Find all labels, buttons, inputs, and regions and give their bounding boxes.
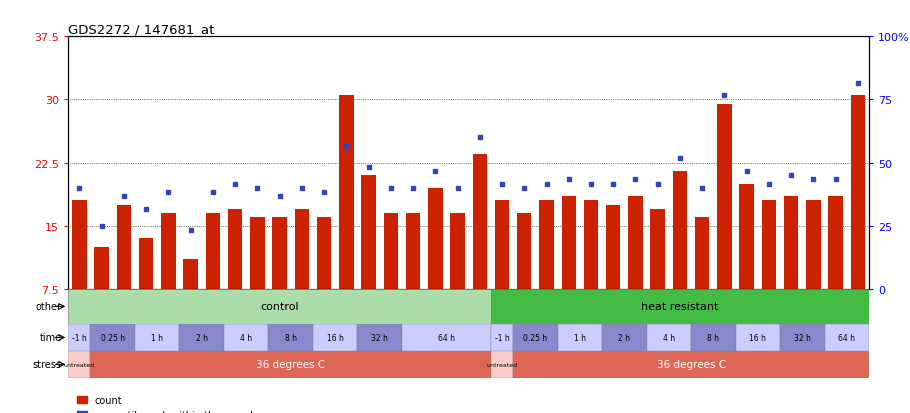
Bar — [851, 96, 865, 289]
Bar — [139, 239, 153, 289]
Bar — [513, 351, 869, 378]
Text: 1 h: 1 h — [574, 333, 586, 342]
Text: 1 h: 1 h — [151, 333, 163, 342]
Text: other: other — [35, 301, 62, 312]
Text: 4 h: 4 h — [662, 333, 675, 342]
Text: 8 h: 8 h — [285, 333, 297, 342]
Text: -1 h: -1 h — [495, 333, 510, 342]
Bar — [68, 289, 490, 324]
Text: untreated: untreated — [487, 362, 518, 367]
Text: 36 degrees C: 36 degrees C — [656, 359, 725, 370]
Bar — [206, 214, 220, 289]
Bar — [450, 214, 465, 289]
Text: 8 h: 8 h — [707, 333, 719, 342]
Text: 16 h: 16 h — [750, 333, 766, 342]
Bar — [606, 205, 621, 289]
Bar — [384, 214, 398, 289]
Bar — [806, 201, 821, 289]
Bar — [490, 324, 513, 351]
Bar — [472, 155, 487, 289]
Bar — [184, 260, 197, 289]
Text: 32 h: 32 h — [371, 333, 388, 342]
Bar — [651, 209, 665, 289]
Bar — [90, 324, 135, 351]
Text: -1 h: -1 h — [72, 333, 86, 342]
Bar — [268, 324, 313, 351]
Bar — [490, 289, 869, 324]
Bar — [717, 104, 732, 289]
Bar — [490, 351, 513, 378]
Bar — [68, 324, 90, 351]
Text: heat resistant: heat resistant — [642, 301, 719, 312]
Bar — [339, 96, 353, 289]
Bar — [402, 324, 490, 351]
Bar — [95, 247, 109, 289]
Bar — [762, 201, 776, 289]
Bar — [828, 197, 843, 289]
Bar — [584, 201, 598, 289]
Bar — [513, 324, 558, 351]
Bar — [517, 214, 531, 289]
Bar — [361, 176, 376, 289]
Text: 2 h: 2 h — [196, 333, 207, 342]
Text: stress: stress — [33, 359, 62, 370]
Bar — [358, 324, 402, 351]
Bar — [250, 218, 265, 289]
Bar — [495, 201, 510, 289]
Text: 64 h: 64 h — [838, 333, 855, 342]
Bar — [602, 324, 647, 351]
Text: 0.25 h: 0.25 h — [523, 333, 548, 342]
Bar — [272, 218, 287, 289]
Bar — [824, 324, 869, 351]
Bar — [406, 214, 420, 289]
Text: 64 h: 64 h — [438, 333, 455, 342]
Bar — [90, 351, 490, 378]
Bar — [784, 197, 798, 289]
Bar — [135, 324, 179, 351]
Text: 0.25 h: 0.25 h — [101, 333, 125, 342]
Bar — [628, 197, 642, 289]
Bar — [295, 209, 309, 289]
Bar — [540, 201, 553, 289]
Bar — [228, 209, 242, 289]
Bar — [695, 218, 710, 289]
Bar — [740, 184, 753, 289]
Text: 16 h: 16 h — [327, 333, 344, 342]
Text: 32 h: 32 h — [794, 333, 811, 342]
Text: 36 degrees C: 36 degrees C — [256, 359, 325, 370]
Text: GDS2272 / 147681_at: GDS2272 / 147681_at — [68, 23, 215, 36]
Bar — [691, 324, 735, 351]
Text: control: control — [260, 301, 298, 312]
Bar — [558, 324, 602, 351]
Bar — [313, 324, 358, 351]
Text: 4 h: 4 h — [240, 333, 252, 342]
Bar — [672, 171, 687, 289]
Bar — [161, 214, 176, 289]
Bar — [68, 351, 90, 378]
Bar — [72, 201, 86, 289]
Bar — [179, 324, 224, 351]
Bar — [116, 205, 131, 289]
Text: untreated: untreated — [64, 362, 95, 367]
Bar — [428, 188, 442, 289]
Legend: count, percentile rank within the sample: count, percentile rank within the sample — [73, 391, 263, 413]
Bar — [647, 324, 691, 351]
Bar — [224, 324, 268, 351]
Bar — [317, 218, 331, 289]
Bar — [735, 324, 780, 351]
Bar — [780, 324, 824, 351]
Bar — [561, 197, 576, 289]
Text: time: time — [40, 332, 62, 343]
Text: 2 h: 2 h — [619, 333, 631, 342]
